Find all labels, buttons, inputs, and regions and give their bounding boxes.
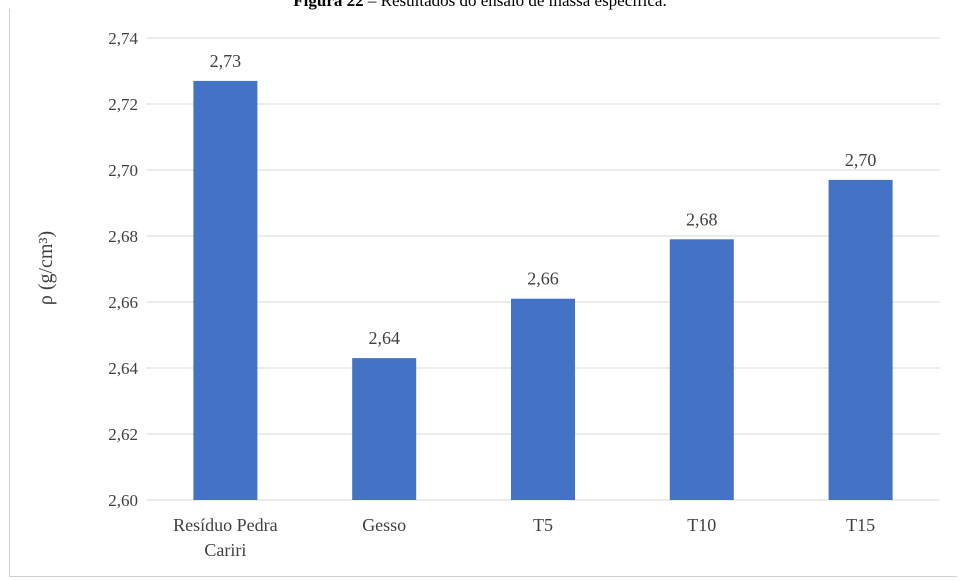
data-label: 2,73 (210, 51, 242, 71)
y-axis-title: ρ (g/cm³) (35, 231, 57, 305)
data-label: 2,68 (686, 209, 718, 229)
y-tick-label: 2,62 (108, 425, 138, 444)
data-label: 2,70 (845, 150, 877, 170)
x-category-label: T10 (687, 515, 716, 535)
figure-caption: Figura 22 – Resultados do ensaio de mass… (0, 0, 960, 11)
x-axis-categories: Resíduo Pedra Cariri Gesso T5 T10 T15 (173, 515, 875, 560)
bar (669, 239, 734, 501)
figure-caption-text: – Resultados do ensaio de massa específi… (363, 0, 667, 10)
data-label: 2,66 (527, 269, 559, 289)
x-category-label: Gesso (362, 515, 406, 535)
data-label: 2,64 (368, 328, 400, 348)
x-category-label: T15 (846, 515, 875, 535)
y-tick-label: 2,70 (108, 161, 138, 180)
y-tick-label: 2,60 (108, 491, 138, 510)
bar (193, 80, 258, 501)
bars (193, 80, 893, 501)
chart-frame (9, 9, 957, 577)
x-category-label: Resíduo Pedra (173, 515, 277, 535)
x-category-label: Cariri (204, 540, 246, 560)
x-category-label: T5 (533, 515, 553, 535)
data-labels: 2,73 2,64 2,66 2,68 2,70 (210, 51, 877, 348)
y-tick-label: 2,74 (108, 29, 138, 48)
y-tick-label: 2,72 (108, 95, 138, 114)
bar (511, 298, 575, 500)
bar (352, 358, 417, 500)
bar (828, 179, 893, 500)
figure-caption-prefix: Figura 22 (293, 0, 364, 10)
y-tick-label: 2,68 (108, 227, 138, 246)
gridlines (146, 37, 940, 501)
y-axis-ticks: 2,60 2,62 2,64 2,66 2,68 2,70 2,72 2,74 (108, 29, 138, 510)
y-tick-label: 2,64 (108, 359, 138, 378)
y-tick-label: 2,66 (108, 293, 138, 312)
